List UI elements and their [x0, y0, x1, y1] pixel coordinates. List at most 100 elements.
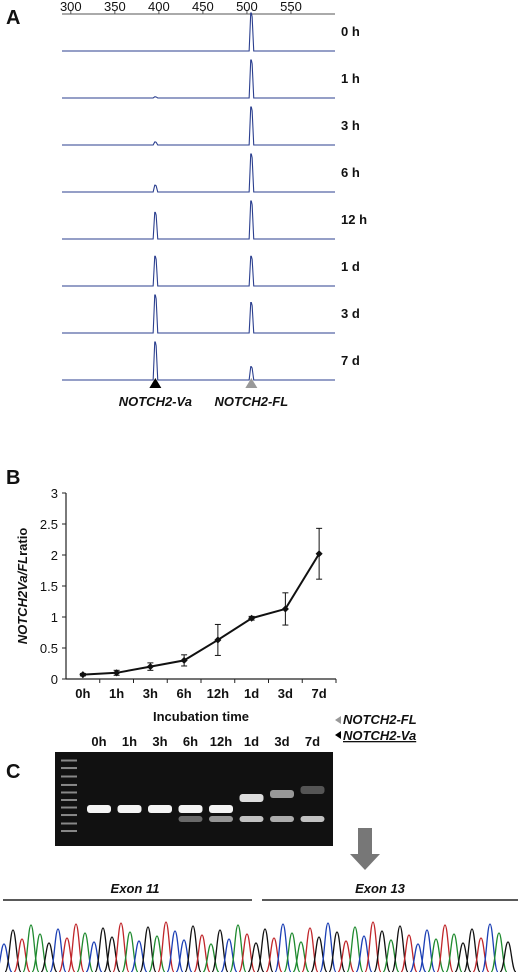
gel-lane-label: 7d — [305, 734, 320, 749]
sequence-peak — [355, 935, 373, 972]
gel-band-va — [178, 816, 203, 822]
sequence-peak — [220, 938, 238, 972]
ladder-band — [61, 759, 77, 762]
peak-marker-label: NOTCH2-Va — [119, 394, 192, 409]
gel-band-fl — [300, 786, 325, 794]
peak-marker-label: NOTCH2-FL — [215, 394, 289, 409]
data-point — [248, 614, 256, 622]
gel-band-fl — [117, 805, 142, 813]
trace-label: 6 h — [341, 165, 360, 180]
sequence-peak — [292, 941, 310, 972]
data-point — [180, 656, 188, 664]
chromatogram-trace — [62, 200, 335, 240]
panel-b-line-chart: 0 0.5 1 1.5 2 2.5 3 0h 1h 3h 6h 12h 1d 3d 7d NOTCH2Va/F… — [15, 486, 337, 724]
sequence-peak — [202, 943, 220, 972]
peak-marker-triangle — [245, 378, 258, 388]
exon-right-label: Exon 13 — [355, 881, 406, 896]
sequence-peak — [58, 937, 76, 972]
y-tick-label: 0 — [51, 672, 58, 687]
sequence-peak — [409, 943, 427, 972]
y-tick-label: 2 — [51, 548, 58, 563]
sequence-peak — [319, 922, 337, 972]
sequence-peak — [103, 936, 121, 972]
ladder-band — [61, 799, 77, 801]
sequence-peak — [112, 922, 130, 972]
gel-lane-label: 0h — [91, 734, 106, 749]
ladder-band — [61, 830, 77, 833]
sequence-peak — [130, 940, 148, 972]
panel-a-tick-label: 400 — [148, 0, 170, 14]
sequence-peak — [283, 932, 301, 972]
x-tick-label: 1h — [109, 686, 124, 701]
sequence-peak — [472, 937, 490, 972]
ladder-band — [61, 806, 77, 809]
y-axis-label-part: ratio — [15, 528, 30, 556]
sequence-peak — [328, 931, 346, 972]
data-point — [214, 636, 222, 644]
sequence-peak — [247, 942, 265, 972]
down-arrow — [350, 828, 380, 870]
sequence-peak — [4, 929, 22, 972]
sequence-peak — [31, 933, 49, 972]
sequence-peak — [499, 941, 517, 972]
sequence-peak — [148, 935, 166, 972]
x-tick-label: 3d — [278, 686, 293, 701]
sequence-peak — [157, 921, 175, 972]
sequence-peak — [490, 932, 508, 972]
sequence-peak — [121, 931, 139, 972]
panel-a-chromatograms: 300 350 400 450 500 550 0 h 1 h 3 h 6 h 12 h 1 d 3 d… — [60, 0, 367, 409]
sequence-peak — [382, 939, 400, 972]
panel-a-label: A — [6, 7, 20, 29]
panel-b-label: B — [6, 467, 20, 489]
x-tick-label: 1d — [244, 686, 259, 701]
sequence-peak — [454, 942, 472, 972]
trace-label: 1 d — [341, 259, 360, 274]
gel-band-va — [209, 816, 233, 822]
x-tick-label: 12h — [207, 686, 229, 701]
peak-marker-triangle — [149, 378, 162, 388]
va-label: NOTCH2-Va — [343, 728, 416, 743]
y-axis-label: NOTCH2Va/FLratio — [15, 528, 30, 645]
x-axis-label: Incubation time — [153, 709, 249, 724]
sequence-peak — [256, 928, 274, 972]
sequence-peak — [400, 934, 418, 972]
data-point — [79, 671, 87, 679]
trace-label: 0 h — [341, 24, 360, 39]
trace-label: 12 h — [341, 212, 367, 227]
ladder-band — [61, 822, 77, 825]
trace-label: 7 d — [341, 353, 360, 368]
y-tick-label: 0.5 — [40, 641, 58, 656]
panel-a-tick-label: 300 — [60, 0, 82, 14]
chromatogram-trace — [62, 153, 335, 193]
sequence-peak — [301, 927, 319, 972]
sequence-peak — [463, 928, 481, 972]
gel-band-fl — [148, 805, 172, 813]
gel-band-fl — [209, 805, 233, 813]
exon-left-label: Exon 11 — [111, 881, 160, 896]
sequence-peak — [85, 941, 103, 972]
sequence-peak — [76, 932, 94, 972]
sequence-trace: Exon 11 Exon 13 — [0, 881, 518, 972]
sequence-peak — [427, 938, 445, 972]
sequence-peak — [391, 925, 409, 972]
data-point — [113, 669, 121, 677]
gel-lane-label: 1h — [122, 734, 137, 749]
series-line — [82, 553, 320, 676]
data-point — [315, 550, 323, 558]
gel-band-va — [239, 816, 264, 822]
trace-label: 1 h — [341, 71, 360, 86]
y-axis-label-part: Va/FL — [15, 556, 30, 591]
y-tick-label: 1 — [51, 610, 58, 625]
ladder-band — [61, 775, 77, 778]
gel-band-va — [270, 816, 294, 822]
gel-band-va — [300, 816, 325, 822]
sequence-peak — [445, 933, 463, 972]
sequence-peak — [193, 934, 211, 972]
sequence-peak — [175, 939, 193, 972]
sequence-peak — [211, 929, 229, 972]
sequence-peak — [139, 926, 157, 972]
gel-band-fl — [239, 794, 264, 802]
sequence-peak — [346, 926, 364, 972]
